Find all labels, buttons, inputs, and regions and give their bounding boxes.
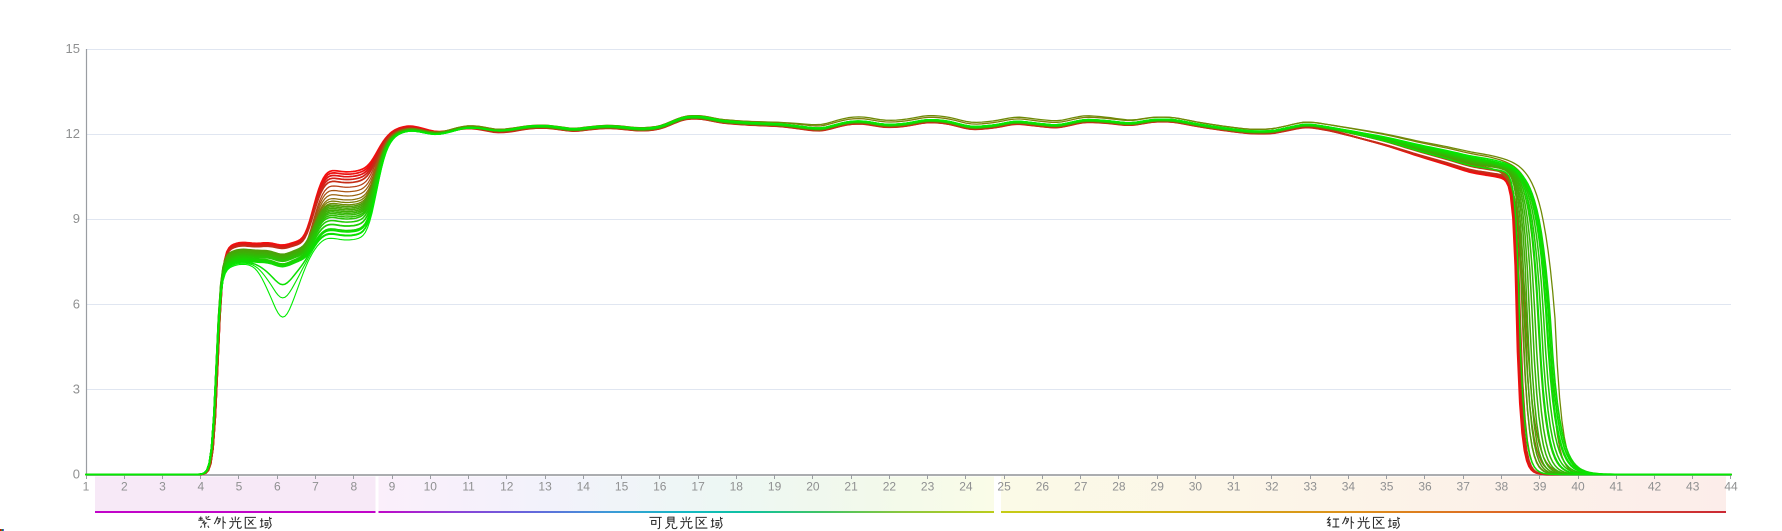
svg-text:33: 33: [1304, 480, 1318, 494]
svg-text:8: 8: [350, 480, 357, 494]
svg-text:42: 42: [1648, 480, 1662, 494]
svg-text:35: 35: [1380, 480, 1394, 494]
svg-text:21: 21: [844, 480, 858, 494]
svg-text:9: 9: [389, 480, 396, 494]
svg-text:26: 26: [1036, 480, 1050, 494]
svg-text:7: 7: [312, 480, 319, 494]
svg-text:20: 20: [806, 480, 820, 494]
svg-text:15: 15: [615, 480, 629, 494]
svg-text:22: 22: [883, 480, 897, 494]
svg-text:4: 4: [197, 480, 204, 494]
svg-text:37: 37: [1457, 480, 1471, 494]
svg-text:25: 25: [997, 480, 1011, 494]
svg-text:29: 29: [1151, 480, 1165, 494]
svg-text:14: 14: [577, 480, 591, 494]
svg-text:19: 19: [768, 480, 782, 494]
svg-text:43: 43: [1686, 480, 1700, 494]
svg-text:12: 12: [500, 480, 514, 494]
svg-text:24: 24: [959, 480, 973, 494]
svg-text:23: 23: [921, 480, 935, 494]
svg-text:40: 40: [1571, 480, 1585, 494]
svg-text:18: 18: [730, 480, 744, 494]
svg-text:13: 13: [538, 480, 552, 494]
svg-text:12: 12: [66, 126, 80, 141]
svg-text:1: 1: [83, 480, 90, 494]
svg-text:6: 6: [73, 296, 80, 311]
svg-text:32: 32: [1265, 480, 1279, 494]
svg-text:30: 30: [1189, 480, 1203, 494]
svg-text:31: 31: [1227, 480, 1241, 494]
svg-text:36: 36: [1418, 480, 1432, 494]
svg-text:17: 17: [691, 480, 705, 494]
svg-text:44: 44: [1724, 480, 1738, 494]
svg-text:2: 2: [121, 480, 128, 494]
svg-text:3: 3: [159, 480, 166, 494]
svg-text:16: 16: [653, 480, 667, 494]
svg-text:10: 10: [424, 480, 438, 494]
svg-text:6: 6: [274, 480, 281, 494]
svg-text:28: 28: [1112, 480, 1126, 494]
svg-text:11: 11: [462, 480, 475, 494]
svg-text:38: 38: [1495, 480, 1509, 494]
svg-text:34: 34: [1342, 480, 1356, 494]
svg-text:0: 0: [73, 467, 80, 482]
svg-text:9: 9: [73, 211, 80, 226]
svg-text:5: 5: [236, 480, 243, 494]
svg-text:3: 3: [73, 381, 80, 396]
svg-text:27: 27: [1074, 480, 1088, 494]
svg-text:39: 39: [1533, 480, 1547, 494]
svg-text:41: 41: [1610, 480, 1624, 494]
svg-text:15: 15: [66, 41, 80, 56]
